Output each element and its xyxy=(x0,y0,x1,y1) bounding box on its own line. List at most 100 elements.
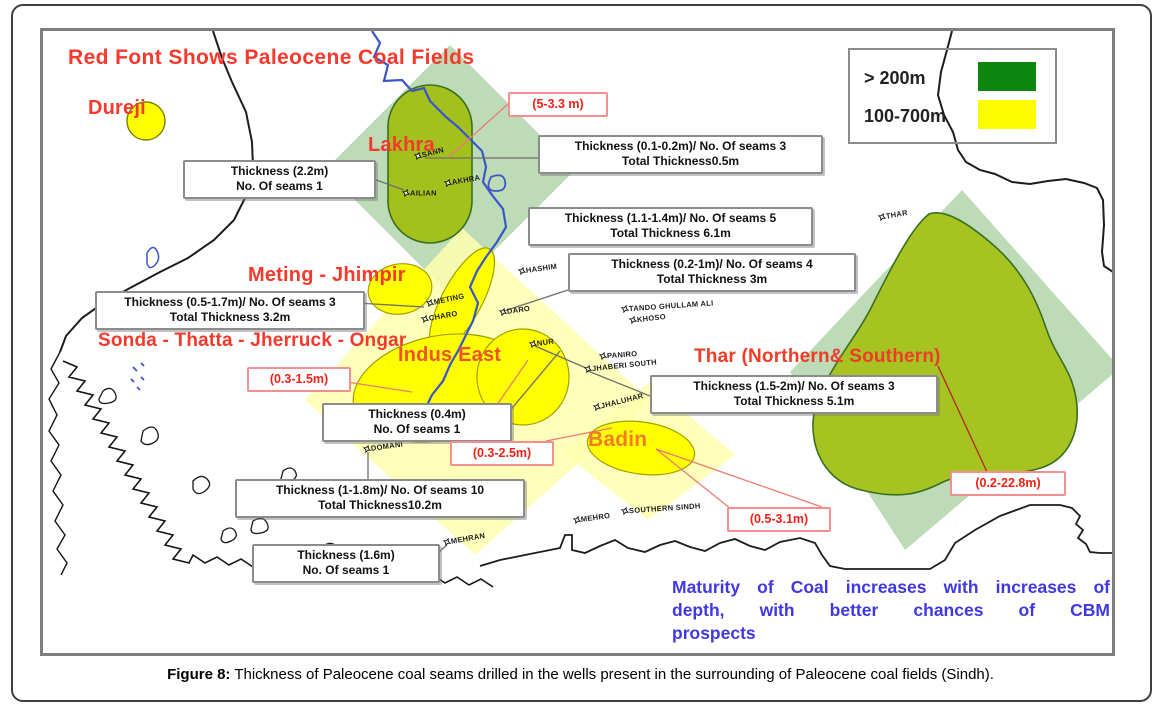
river-loop xyxy=(487,174,507,192)
thickness-box-line: Total Thickness 5.1m xyxy=(733,394,855,408)
well-marker-icon xyxy=(877,212,887,222)
depth-legend: > 200m 100-700m xyxy=(848,48,1057,144)
thickness-box-line: Thickness (0.1-0.2m)/ No. Of seams 3 xyxy=(574,139,787,153)
figure-caption-text: Thickness of Paleocene coal seams drille… xyxy=(234,666,994,683)
field-label-indus-east: Indus East xyxy=(398,344,502,366)
well-domani: DOMANI xyxy=(362,440,403,454)
lakhra-coal-field-shape xyxy=(387,84,473,244)
well-label: NUR xyxy=(536,337,555,348)
well-label: AILIAN xyxy=(410,189,437,198)
thickness-box-mehran: Thickness (1.6m) No. Of seams 1 xyxy=(252,544,440,583)
badin-coal-field-shape xyxy=(586,420,696,476)
figure-caption-label: Figure 8: xyxy=(167,666,231,683)
field-label-lakhra: Lakhra xyxy=(368,134,435,156)
indus-range: (0.3-2.5m) xyxy=(450,441,554,466)
well-ailian: AILIAN xyxy=(401,188,437,198)
well-label: HASHIM xyxy=(525,262,557,275)
well-label: PANIRO xyxy=(607,349,638,360)
thickness-box-line: Total Thickness 3m xyxy=(656,272,768,286)
well-label: DARO xyxy=(506,304,530,316)
thickness-box-line: Thickness (0.4m) xyxy=(368,407,466,421)
field-label-thar-northern-southern: Thar (Northern& Southern) xyxy=(694,346,941,367)
west-boundary-line xyxy=(59,31,255,353)
well-marker-icon xyxy=(583,364,593,374)
maturity-note-line1: Maturity of Coal increases with increase… xyxy=(672,577,1110,597)
thickness-box-line: Thickness (1-1.8m)/ No. Of seams 10 xyxy=(275,483,485,497)
legend-swatch-green xyxy=(978,62,1036,91)
field-label-badin: Badin xyxy=(588,428,648,451)
well-thar: THAR xyxy=(877,208,909,222)
well-marker-icon xyxy=(498,307,508,317)
thickness-box-line: Thickness (1.6m) xyxy=(297,548,395,562)
thickness-box-domani: Thickness (1-1.8m)/ No. Of seams 10 Total… xyxy=(235,479,525,518)
well-marker-icon xyxy=(592,402,602,412)
thickness-box-daro: Thickness (0.2-1m)/ No. Of seams 4 Total … xyxy=(568,253,856,292)
indus-river xyxy=(371,31,508,432)
legend-label-100-700: 100-700m xyxy=(864,106,947,126)
thickness-box-line: Total Thickness0.5m xyxy=(621,154,740,168)
well-marker-icon xyxy=(528,339,538,349)
legend-row-100-700: 100-700m xyxy=(850,98,1055,134)
well-marker-icon xyxy=(362,444,372,454)
well-mehro: MEHRO xyxy=(572,511,611,525)
thickness-box-line: No. Of seams 1 xyxy=(373,422,461,436)
thickness-box-line: Thickness (1.5-2m)/ No. Of seams 3 xyxy=(693,379,895,393)
thickness-box-line: Thickness (0.5-1.7m)/ No. Of seams 3 xyxy=(124,295,336,309)
sonda-range: (0.3-1.5m) xyxy=(247,367,351,392)
thickness-box-lakhra-east: Thickness (0.1-0.2m)/ No. Of seams 3 Tota… xyxy=(538,135,823,174)
well-daro: DARO xyxy=(498,304,531,317)
field-label-dureji: Dureji xyxy=(88,97,146,119)
well-label: THAR xyxy=(885,208,909,221)
thar-range-leader-line xyxy=(937,365,988,473)
well-label: DOMANI xyxy=(370,440,403,453)
well-tando-ghullam-ali: TANDO GHULLAM ALI xyxy=(620,298,714,314)
stream-west xyxy=(146,246,160,269)
thickness-box-line: Total Thickness10.2m xyxy=(318,498,442,512)
northeast-boundary-line xyxy=(936,31,1112,273)
well-marker-icon xyxy=(425,298,435,308)
stream-dots xyxy=(130,362,145,391)
well-marker-icon xyxy=(620,304,630,314)
thickness-box-line: Thickness (2.2m) xyxy=(230,164,329,178)
well-nur: NUR xyxy=(528,337,555,349)
thickness-box-jhaberi: Thickness (1.5-2m)/ No. Of seams 3 Total … xyxy=(650,375,938,414)
legend-label-gt200: > 200m xyxy=(864,68,926,88)
figure-caption: Figure 8: Thickness of Paleocene coal se… xyxy=(0,666,1161,683)
legend-row-gt200: > 200m xyxy=(850,60,1055,96)
legend-swatch-yellow xyxy=(978,100,1036,129)
well-marker-icon xyxy=(420,314,430,324)
field-label-meting-jhimpir: Meting - Jhimpir xyxy=(248,264,406,286)
well-marker-icon xyxy=(443,178,453,188)
well-marker-icon xyxy=(572,515,582,525)
thickness-box-meting: Thickness (0.5-1.7m)/ No. Of seams 3 Tota… xyxy=(95,291,365,330)
south-coastline xyxy=(479,504,1112,570)
thar-range: (0.2-22.8m) xyxy=(950,471,1066,496)
field-label-sonda-thatta-jherruck-ongar: Sonda - Thatta - Jherruck - Ongar xyxy=(98,330,407,351)
maturity-note-line2: depth, with better chances of CBM xyxy=(672,600,1110,620)
maturity-note: Maturity of Coal increases with increase… xyxy=(672,576,1110,645)
well-marker-icon xyxy=(628,315,638,325)
thickness-box-line: No. Of seams 1 xyxy=(302,563,390,577)
well-paniro: PANIRO xyxy=(598,349,638,361)
thickness-box-line: No. Of seams 1 xyxy=(236,179,323,193)
delta-west-edge xyxy=(48,351,68,576)
well-marker-icon xyxy=(517,266,527,276)
thickness-box-indus: Thickness (0.4m) No. Of seams 1 xyxy=(322,403,512,442)
coal-fields-map: SANN AKHRA AILIAN THAR HASHIM METING CHARO DARO… xyxy=(40,28,1115,656)
thickness-box-line: Thickness (0.2-1m)/ No. Of seams 4 xyxy=(611,257,813,271)
thickness-box-line: Total Thickness 3.2m xyxy=(169,310,291,324)
well-marker-icon xyxy=(401,188,411,198)
well-marker-icon xyxy=(620,506,630,516)
well-label: MEHRO xyxy=(580,511,610,524)
thickness-box-line: Thickness (1.1-1.4m)/ No. Of seams 5 xyxy=(564,211,777,225)
badin-range: (0.5-3.1m) xyxy=(727,507,831,532)
well-khoso: KHOSO xyxy=(628,312,666,325)
well-hashim: HASHIM xyxy=(517,262,558,276)
thickness-box-hashim: Thickness (1.1-1.4m)/ No. Of seams 5 Tota… xyxy=(528,207,813,246)
meting-jhimpir-coal-field-shape xyxy=(367,263,433,315)
thickness-box-line: Total Thickness 6.1m xyxy=(610,226,731,240)
thickness-box-lakhra-west: Thickness (2.2m) No. Of seams 1 xyxy=(183,160,376,199)
well-marker-icon xyxy=(413,151,423,161)
well-marker-icon xyxy=(442,537,452,547)
